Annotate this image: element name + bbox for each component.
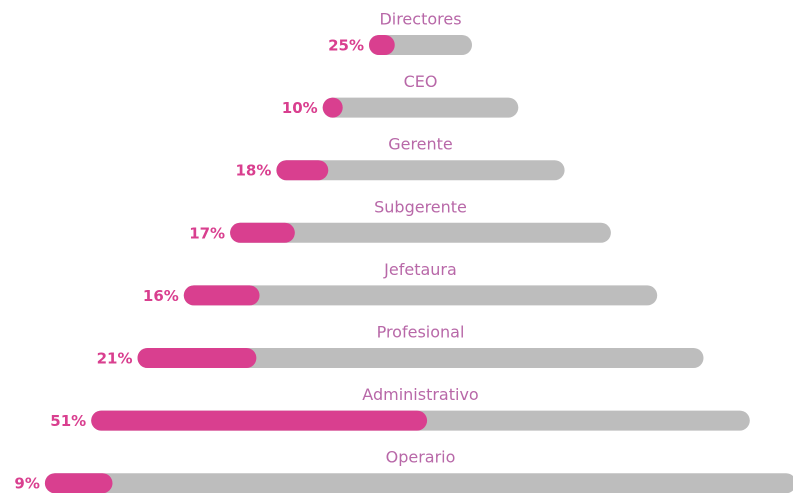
value-label: 25% (328, 37, 364, 55)
bar-track (44, 473, 793, 493)
bar-track (276, 160, 565, 181)
bar-track (322, 97, 519, 118)
bar (137, 348, 257, 368)
category-label: Gerente (388, 135, 453, 154)
category-label: Profesional (377, 323, 465, 342)
bar-track (369, 35, 472, 55)
value-label: 21% (97, 350, 133, 368)
bar (44, 473, 113, 493)
bar-track (183, 285, 658, 306)
category-label: Jefetaura (383, 260, 457, 279)
bar (183, 285, 260, 306)
category-label: Subgerente (374, 197, 467, 216)
value-label: 18% (235, 162, 271, 180)
bar (276, 160, 329, 181)
bar (369, 35, 395, 55)
value-label: 16% (143, 287, 179, 305)
value-label: 17% (189, 224, 225, 242)
bar (91, 410, 428, 431)
bar (230, 222, 295, 243)
value-label: 51% (50, 412, 86, 430)
bar-track (137, 348, 704, 368)
bar (322, 97, 343, 118)
bar-track (230, 222, 611, 243)
category-label: Administrativo (362, 385, 478, 404)
value-label: 9% (14, 475, 39, 493)
category-label: CEO (404, 72, 438, 91)
category-label: Directores (379, 10, 461, 29)
category-label: Operario (386, 448, 456, 467)
value-label: 10% (282, 99, 318, 117)
